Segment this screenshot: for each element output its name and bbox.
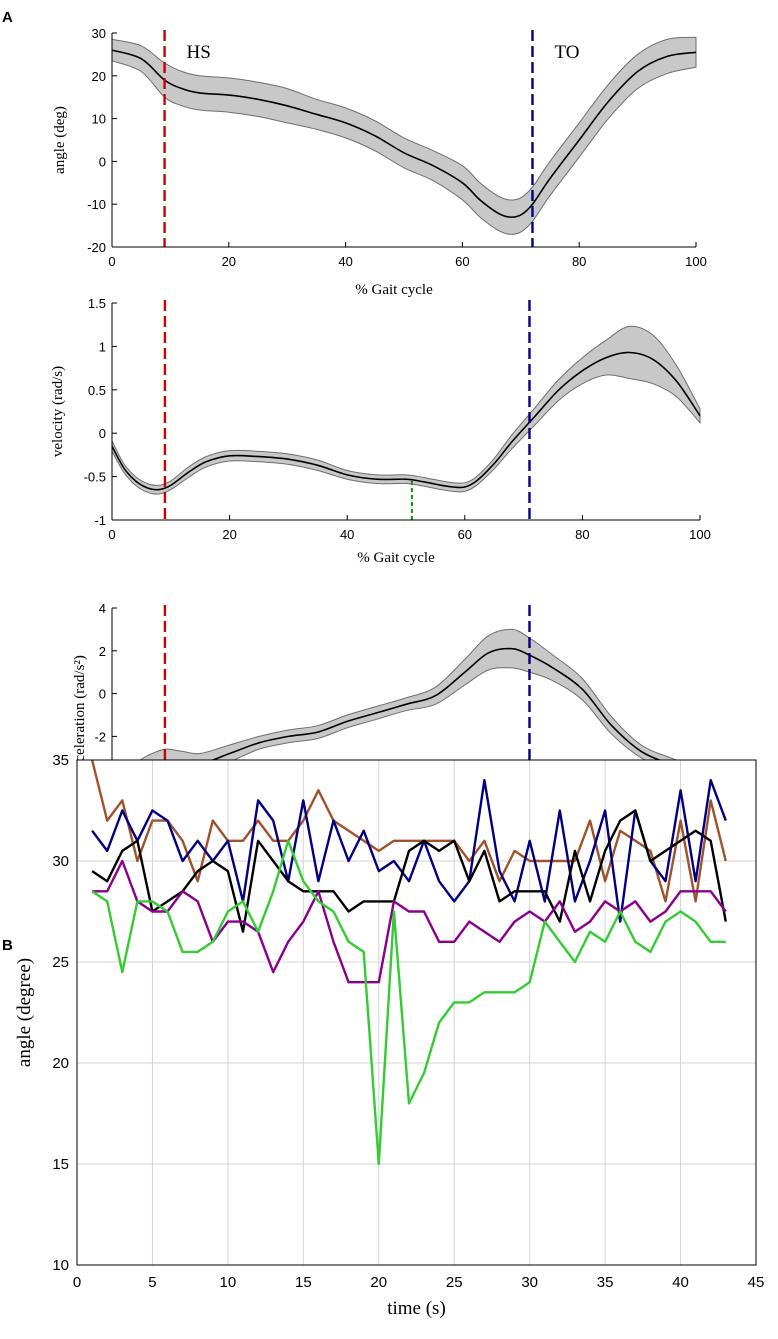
gait-panel-2: 0 20 40 60 80 100 -1 -0.5 0 0.5 1 1.5 % Gait cycle ve… <box>50 296 711 566</box>
y-tick-label: 1.5 <box>88 296 106 311</box>
time-series-panel: 0 5 10 15 20 25 30 35 40 45 10 15 20 25 30 35 time (s) an… <box>14 752 764 1319</box>
x-tick-label: 40 <box>672 1274 689 1291</box>
x-tick-label: 0 <box>73 1274 81 1291</box>
y-tick-label: 0.5 <box>88 383 106 398</box>
x-tick-label: 15 <box>295 1274 312 1291</box>
y-tick-label: 10 <box>92 112 106 127</box>
hs-label: HS <box>187 42 211 63</box>
x-tick-label: 30 <box>521 1274 538 1291</box>
x-tick-label: 10 <box>220 1274 237 1291</box>
x-tick-label: 0 <box>108 527 115 542</box>
x-tick-label: 45 <box>748 1274 765 1291</box>
series-line-navy <box>91 779 727 923</box>
x-tick-label: 20 <box>370 1274 387 1291</box>
y-tick-label: 1 <box>99 339 106 354</box>
panel-a-label: A <box>2 9 13 26</box>
x-tick-label: 20 <box>222 254 236 269</box>
y-axis-label: velocity (rad/s) <box>50 366 66 457</box>
x-tick-label: 60 <box>458 527 472 542</box>
panel-b-label: B <box>2 937 13 954</box>
y-axis-label: acceleration (rad/s²) <box>72 655 88 775</box>
x-tick-label: 80 <box>575 527 589 542</box>
y-tick-label: 20 <box>52 1055 69 1072</box>
y-tick-label: 20 <box>92 69 106 84</box>
y-tick-label: 0 <box>99 154 106 169</box>
to-label: TO <box>554 42 579 63</box>
x-tick-label: 5 <box>148 1274 156 1291</box>
plot-area <box>77 760 756 1265</box>
y-tick-label: 0 <box>99 426 106 441</box>
y-tick-label: 25 <box>52 954 69 971</box>
sd-band <box>111 325 701 495</box>
mean-line <box>111 49 697 218</box>
plot-frame <box>76 759 757 1266</box>
sd-band <box>111 36 697 235</box>
y-tick-label: 35 <box>52 752 69 769</box>
mean-line <box>111 351 701 491</box>
y-tick-label: 4 <box>99 601 106 616</box>
y-tick-label: 30 <box>92 26 106 41</box>
y-tick-label: -20 <box>87 240 106 255</box>
series-line-brown <box>90 759 727 903</box>
y-tick-label: -10 <box>87 197 106 212</box>
y-tick-label: -1 <box>94 513 106 528</box>
y-tick-label: -0.5 <box>84 470 106 485</box>
x-tick-label: 60 <box>455 254 469 269</box>
x-tick-label: 100 <box>689 527 711 542</box>
y-tick-label: 2 <box>99 644 106 659</box>
x-tick-label: 80 <box>572 254 586 269</box>
y-axis-label: angle (degree) <box>14 958 35 1067</box>
y-tick-label: 15 <box>52 1156 69 1173</box>
x-tick-label: 40 <box>340 527 354 542</box>
series-line-black <box>91 809 727 933</box>
series-line-green <box>91 839 726 1166</box>
x-axis-label: % Gait cycle <box>355 282 433 298</box>
x-tick-label: 40 <box>338 254 352 269</box>
x-tick-label: 100 <box>685 254 707 269</box>
x-axis-label: time (s) <box>387 1298 446 1319</box>
y-tick-label: 0 <box>99 687 106 702</box>
gait-panel-1: HS TO 0 20 40 60 80 100 -20 -10 0 10 20 30 % Gait cycl… <box>52 26 707 298</box>
x-axis-label: % Gait cycle <box>357 550 435 566</box>
y-tick-label: 30 <box>52 853 69 870</box>
x-tick-label: 35 <box>597 1274 614 1291</box>
x-tick-label: 20 <box>222 527 236 542</box>
y-tick-label: -2 <box>94 729 106 744</box>
y-tick-label: 10 <box>52 1257 69 1274</box>
y-axis-label: angle (deg) <box>52 106 68 174</box>
x-tick-label: 0 <box>108 254 115 269</box>
x-tick-label: 25 <box>446 1274 463 1291</box>
